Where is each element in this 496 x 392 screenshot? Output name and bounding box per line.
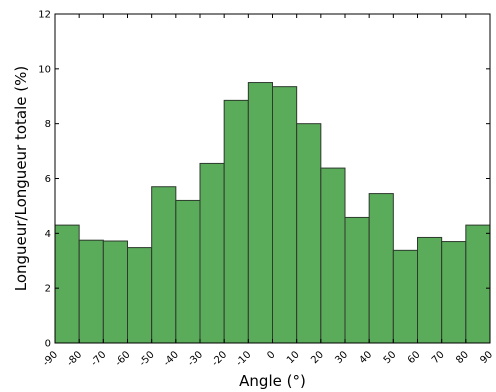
histogram-bar	[320, 167, 346, 344]
y-tick-label: 12	[38, 10, 51, 21]
bars-group	[54, 82, 491, 344]
histogram-bar	[465, 224, 491, 344]
histogram-bar	[296, 123, 322, 344]
y-tick-label: 10	[38, 64, 51, 75]
y-tick-label: 4	[45, 229, 51, 240]
histogram-bar	[199, 162, 225, 344]
histogram-bar	[102, 240, 129, 344]
y-axis-ticks: 0 2 4 6 8 10 12	[38, 10, 490, 350]
histogram-bar	[78, 239, 104, 344]
y-axis-label: Longueur/Longueur totale (%)	[12, 66, 30, 292]
y-tick-label: 6	[45, 174, 51, 185]
histogram-bar	[247, 82, 273, 344]
histogram-bar	[417, 236, 443, 344]
histogram-bar	[392, 249, 419, 344]
y-tick-label: 0	[45, 339, 51, 350]
histogram-bar	[54, 224, 80, 344]
histogram-bar	[272, 86, 298, 344]
y-tick-label: 8	[45, 119, 51, 130]
histogram-bar	[344, 216, 370, 344]
y-tick-label: 2	[45, 284, 51, 295]
histogram-bar	[223, 99, 249, 344]
histogram-bar	[127, 247, 153, 344]
histogram-bar	[368, 193, 394, 344]
histogram-bar	[441, 241, 467, 344]
x-axis-label: Angle (°)	[239, 372, 306, 390]
histogram-bar	[151, 186, 177, 344]
histogram-bar	[175, 199, 201, 344]
